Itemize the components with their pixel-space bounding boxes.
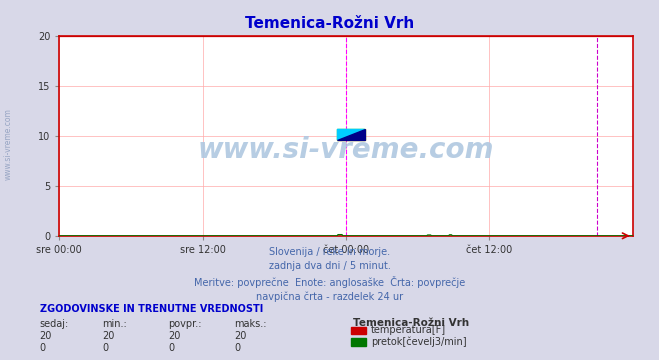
Text: www.si-vreme.com: www.si-vreme.com	[4, 108, 13, 180]
Text: 20: 20	[168, 331, 181, 341]
Text: 0: 0	[234, 343, 240, 353]
Polygon shape	[337, 129, 365, 140]
Text: sedaj:: sedaj:	[40, 319, 69, 329]
Bar	[337, 129, 365, 140]
Text: ZGODOVINSKE IN TRENUTNE VREDNOSTI: ZGODOVINSKE IN TRENUTNE VREDNOSTI	[40, 304, 263, 314]
Text: 20: 20	[40, 331, 52, 341]
Text: maks.:: maks.:	[234, 319, 266, 329]
Text: 20: 20	[102, 331, 115, 341]
Polygon shape	[337, 129, 365, 140]
Text: Slovenija / reke in morje.
zadnja dva dni / 5 minut.
Meritve: povprečne  Enote: : Slovenija / reke in morje. zadnja dva dn…	[194, 247, 465, 302]
Text: 0: 0	[168, 343, 174, 353]
Text: Temenica-Rožni Vrh: Temenica-Rožni Vrh	[245, 16, 414, 31]
Text: www.si-vreme.com: www.si-vreme.com	[198, 136, 494, 164]
Text: 20: 20	[234, 331, 246, 341]
Text: min.:: min.:	[102, 319, 127, 329]
Text: 0: 0	[102, 343, 108, 353]
Text: temperatura[F]: temperatura[F]	[371, 325, 446, 335]
Text: Temenica-Rožni Vrh: Temenica-Rožni Vrh	[353, 318, 469, 328]
Text: 0: 0	[40, 343, 45, 353]
Text: pretok[čevelj3/min]: pretok[čevelj3/min]	[371, 337, 467, 347]
Text: povpr.:: povpr.:	[168, 319, 202, 329]
